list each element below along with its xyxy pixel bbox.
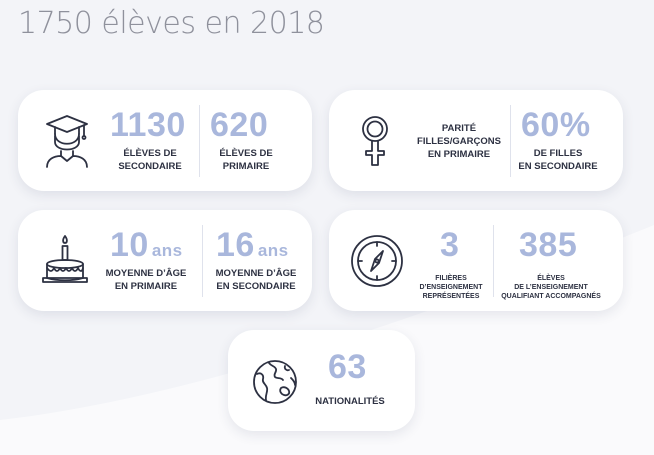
stat-label-qualifying-students: ÉLÈVES DE L’ENSEIGNEMENT QUALIFIANT ACCO… [501, 275, 601, 301]
card-divider [199, 105, 200, 177]
card-divider [493, 225, 494, 297]
female-symbol-icon [360, 115, 390, 167]
page-title: 1750 élèves en 2018 [18, 6, 325, 41]
stat-label-girls-percent: DE FILLES EN SECONDAIRE [518, 148, 598, 172]
card-divider [510, 105, 511, 177]
nationalities-card: 63 NATIONALITÉS [228, 330, 415, 431]
stat-value-nationalities: 63 [328, 348, 367, 386]
stat-value-tracks: 3 [440, 226, 460, 264]
stat-label-tracks: FILIÈRES D’ENSEIGNEMENT REPRÉSENTÉES [419, 275, 483, 301]
stat-label-primary-students: ÉLÈVES DE PRIMAIRE [219, 148, 273, 172]
education-card: 3 FILIÈRES D’ENSEIGNEMENT REPRÉSENTÉES 3… [329, 210, 623, 311]
stat-label-age-secondary: MOYENNE D’ÂGE EN SECONDAIRE [215, 268, 297, 292]
students-card: 1130 ÉLÈVES DE SECONDAIRE 620 ÉLÈVES DE … [18, 90, 312, 191]
stat-value-girls-percent: 60% [521, 106, 591, 144]
age-card: 10 ans MOYENNE D’ÂGE EN PRIMAIRE 16 ans MO… [18, 210, 312, 311]
stat-value-age-secondary: 16 ans [216, 226, 289, 264]
stat-value-secondary-students: 1130 [110, 106, 186, 144]
parity-heading: PARITÉ FILLES/GARÇONS EN PRIMAIRE [417, 123, 501, 160]
graduate-icon [44, 112, 90, 168]
birthday-cake-icon [42, 234, 88, 286]
stat-value-primary-students: 620 [210, 106, 269, 144]
card-divider [202, 225, 203, 297]
stat-label-nationalities: NATIONALITÉS [315, 396, 385, 407]
globe-icon [251, 358, 299, 406]
stat-value-qualifying-students: 385 [519, 226, 578, 264]
compass-icon [350, 234, 404, 288]
parity-card: PARITÉ FILLES/GARÇONS EN PRIMAIRE 60% DE… [329, 90, 623, 191]
stat-label-secondary-students: ÉLÈVES DE SECONDAIRE [118, 148, 182, 172]
stat-label-age-primary: MOYENNE D’ÂGE EN PRIMAIRE [105, 268, 187, 292]
stat-value-age-primary: 10 ans [110, 226, 183, 264]
